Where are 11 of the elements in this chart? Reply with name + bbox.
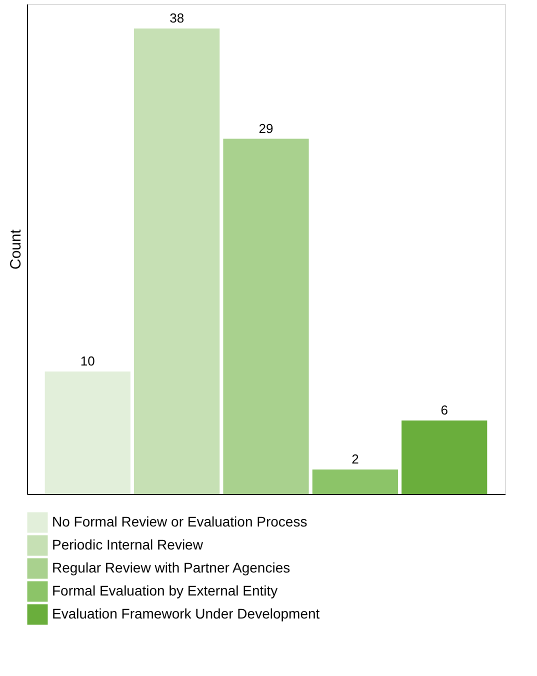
legend-label: No Formal Review or Evaluation Process <box>52 514 308 530</box>
legend-label: Evaluation Framework Under Development <box>52 606 320 622</box>
legend-label: Periodic Internal Review <box>52 536 204 552</box>
legend-label: Formal Evaluation by External Entity <box>52 582 278 598</box>
y-axis-title: Count <box>8 228 24 270</box>
data-label: 29 <box>258 120 274 136</box>
data-label: 10 <box>80 354 95 368</box>
data-label: 2 <box>352 452 359 466</box>
data-label: 6 <box>440 402 448 418</box>
data-label: 38 <box>170 10 184 26</box>
legend-label: Regular Review with Partner Agencies <box>52 560 290 576</box>
